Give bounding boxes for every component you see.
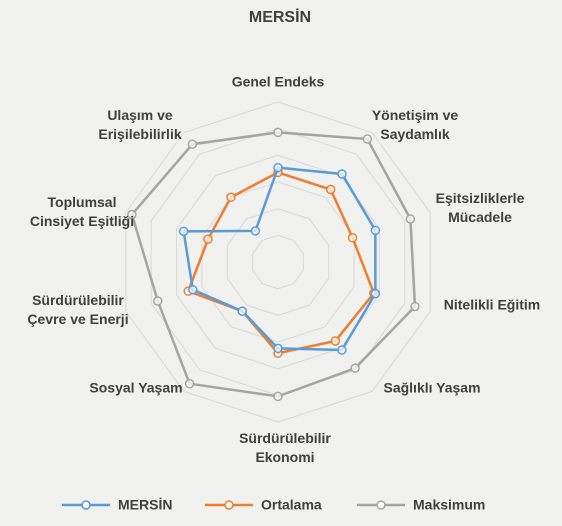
data-point bbox=[350, 363, 360, 373]
data-point bbox=[237, 306, 248, 316]
legend-marker bbox=[376, 500, 386, 510]
data-point bbox=[250, 226, 261, 236]
axis-label: Ulaşım ve Erişilebilirlik bbox=[98, 107, 182, 142]
data-point bbox=[127, 209, 137, 220]
data-point bbox=[330, 336, 341, 346]
data-point bbox=[347, 233, 358, 243]
data-point bbox=[203, 234, 213, 245]
axis-label: Eşitsizliklerle Mücadele bbox=[435, 190, 525, 225]
data-point bbox=[370, 225, 381, 236]
chart-title: MERSİN bbox=[249, 8, 311, 26]
grid-ring bbox=[252, 234, 304, 290]
grid-ring bbox=[201, 181, 355, 343]
data-point bbox=[273, 162, 283, 173]
data-point bbox=[410, 301, 420, 312]
axis-label: Sürdürülebilir Çevre ve Enerji bbox=[27, 292, 129, 327]
axis-label: Yönetişim ve Saydamlık bbox=[371, 107, 459, 142]
legend-label: Maksimum bbox=[413, 497, 485, 513]
axis-label: Sağlıklı Yaşam bbox=[383, 379, 481, 396]
data-point bbox=[337, 345, 347, 355]
data-point bbox=[362, 134, 373, 144]
data-point bbox=[405, 214, 416, 224]
axis-label: Sosyal Yaşam bbox=[89, 379, 183, 396]
data-point bbox=[325, 184, 336, 195]
grid-ring bbox=[176, 154, 380, 370]
data-point bbox=[226, 192, 236, 203]
grid-ring bbox=[125, 101, 431, 423]
axis-label: Sürdürülebilir Ekonomi bbox=[239, 430, 331, 465]
data-point bbox=[337, 169, 347, 179]
legend-label: MERSİN bbox=[118, 497, 172, 513]
grid-ring bbox=[226, 208, 330, 316]
data-point bbox=[273, 391, 283, 402]
axis-label: Toplumsal Cinsiyet Eşitliği bbox=[29, 194, 135, 229]
axis-label: Genel Endeks bbox=[231, 73, 325, 90]
data-point bbox=[273, 127, 283, 138]
data-point bbox=[153, 296, 163, 306]
legend-marker bbox=[224, 500, 234, 510]
data-point bbox=[187, 139, 198, 149]
data-point bbox=[188, 284, 198, 295]
axis-label: Nitelikli Eğitim bbox=[443, 296, 541, 313]
data-point bbox=[178, 226, 189, 237]
series-line bbox=[182, 166, 377, 352]
legend-marker bbox=[81, 500, 91, 510]
data-point bbox=[184, 378, 195, 389]
data-point bbox=[273, 343, 283, 354]
data-point bbox=[370, 288, 381, 299]
series-line bbox=[186, 171, 376, 355]
legend-label: Ortalama bbox=[261, 497, 322, 513]
